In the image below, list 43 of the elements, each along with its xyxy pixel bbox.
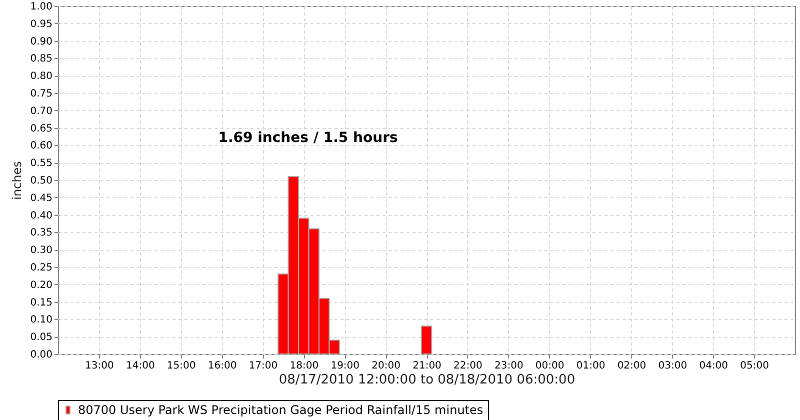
x-tick-label: 21:00: [412, 360, 442, 372]
x-tick-label: 01:00: [576, 360, 606, 372]
x-tick-label: 19:00: [330, 360, 360, 372]
y-tick-label: 0.50: [30, 176, 52, 186]
y-tick-label: 0.95: [30, 18, 52, 30]
y-tick-label: 0.60: [30, 140, 52, 152]
x-tick-label: 15:00: [166, 360, 196, 372]
x-tick-label: 05:00: [740, 360, 769, 372]
y-tick-label: 0.35: [30, 228, 52, 239]
annotation: 1.69 inches / 1.5 hours: [218, 130, 398, 146]
y-tick-label: 1.00: [30, 2, 52, 12]
y-axis-title: inches: [10, 161, 24, 200]
y-tick-label: 0.85: [30, 54, 52, 65]
y-tick-label: 0.15: [30, 297, 52, 308]
y-tick-label: 0.45: [30, 192, 52, 204]
y-tick-label: 0.65: [30, 123, 52, 134]
x-tick-label: 03:00: [658, 360, 688, 372]
x-axis-title: 08/17/2010 12:00:00 to 08/18/2010 06:00:00: [278, 372, 576, 388]
x-tick-label: 14:00: [126, 360, 155, 372]
y-tick-label: 0.80: [30, 71, 52, 82]
y-tick-label: 0.25: [30, 262, 52, 274]
x-tick-label: 18:00: [290, 360, 319, 372]
x-tick-label: 20:00: [372, 360, 400, 372]
legend-label: 80700 Usery Park WS Precipitation Gage Period Rainfall/15 minutes: [78, 403, 484, 417]
y-tick-label: 0.70: [30, 106, 52, 117]
x-tick-label: 17:00: [248, 360, 278, 372]
x-tick-label: 23:00: [494, 360, 524, 372]
y-tick-label: 0.55: [30, 158, 52, 170]
bar: [420, 326, 432, 354]
y-tick-label: 0.05: [30, 332, 52, 344]
y-tick-label: 0.40: [30, 210, 52, 222]
y-tick-label: 0.20: [30, 280, 52, 291]
y-tick-label: 0.10: [30, 314, 52, 326]
y-tick-label: 0.75: [30, 88, 52, 100]
x-tick-label: 16:00: [208, 360, 237, 372]
x-tick-label: 22:00: [454, 360, 482, 372]
x-tick-label: 13:00: [85, 360, 114, 372]
x-tick-label: 02:00: [617, 360, 646, 372]
y-tick-label: 0.00: [30, 350, 52, 360]
x-tick-label: 00:00: [535, 360, 564, 372]
y-tick-label: 0.30: [30, 245, 52, 256]
y-tick-label: 0.90: [30, 36, 52, 48]
x-tick-label: 04:00: [699, 360, 728, 372]
